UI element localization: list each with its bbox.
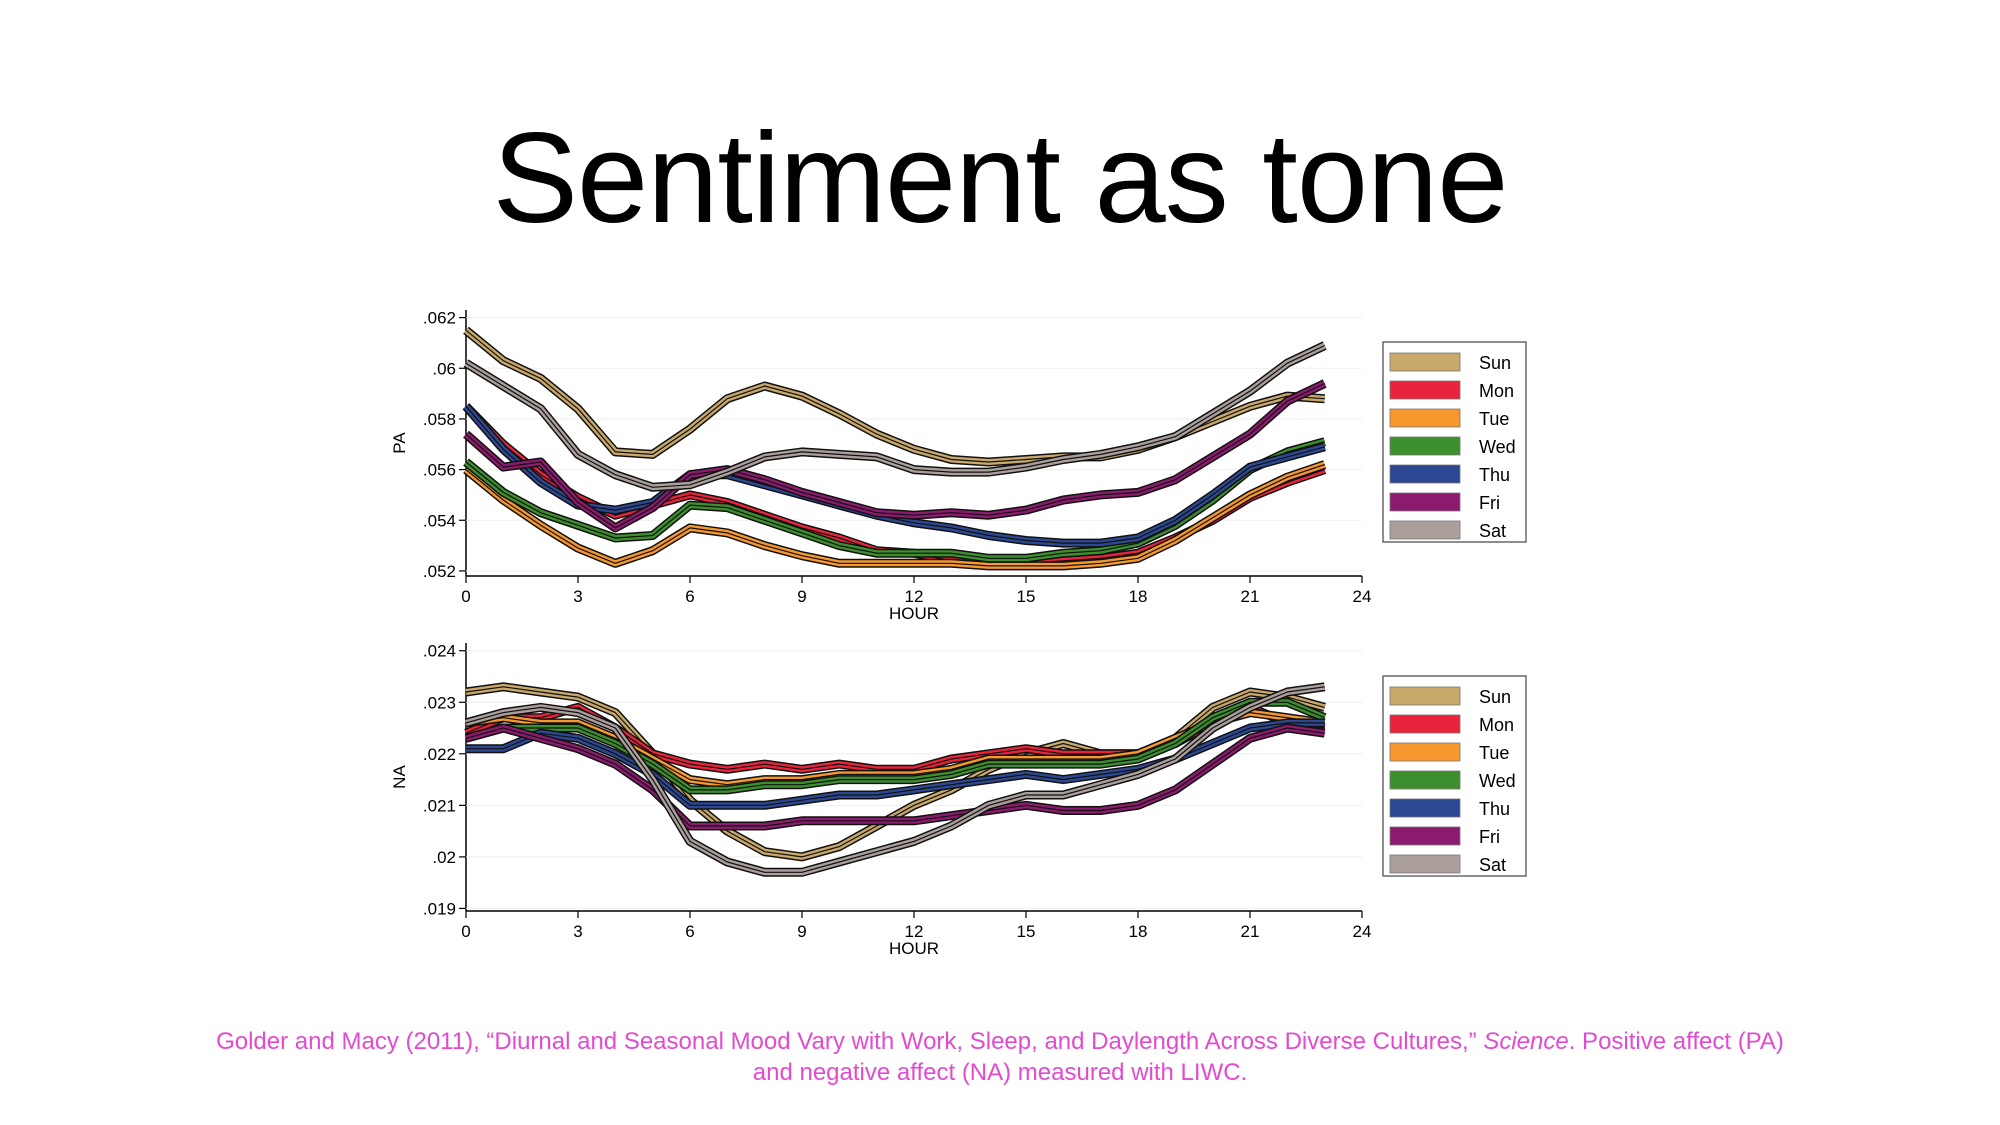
legend-label-fri: Fri: [1479, 827, 1500, 847]
legend-swatch-wed: [1389, 770, 1461, 790]
legend-label-thu: Thu: [1479, 799, 1510, 819]
legend-swatch-tue: [1389, 408, 1461, 428]
caption-text-2: . Positive affect (PA) and negative affe…: [752, 1028, 1784, 1086]
series-centerline: [465, 329, 1325, 463]
series-wed: [464, 697, 1327, 795]
legend-swatch-thu: [1389, 798, 1461, 818]
legend-swatch-sat: [1389, 854, 1461, 874]
legend-label-sat: Sat: [1479, 521, 1506, 541]
series-tue: [463, 460, 1327, 571]
legend-swatch-sat: [1389, 520, 1461, 540]
legend-label-thu: Thu: [1479, 465, 1510, 485]
y-tick-label: .019: [423, 899, 456, 918]
x-tick-label: 3: [573, 922, 582, 941]
series-centerline: [465, 344, 1325, 488]
y-tick-label: .023: [423, 693, 456, 712]
y-tick-label: .062: [423, 309, 456, 328]
x-tick-label: 24: [1353, 587, 1372, 606]
x-tick-label: 24: [1353, 922, 1372, 941]
series-centerline: [465, 463, 1325, 567]
legend-swatch-tue: [1389, 742, 1461, 762]
y-tick-label: .054: [423, 511, 456, 530]
x-axis-label: HOUR: [889, 604, 939, 623]
chart-1-na: .019 .02 .021 .022 .023 .024 0 3 6 9 12 15 18 21 24 HOU…: [390, 642, 1527, 958]
legend-swatch-thu: [1389, 464, 1461, 484]
legend-swatch-mon: [1389, 380, 1461, 400]
legend-swatch-wed: [1389, 436, 1461, 456]
legend-label-sat: Sat: [1479, 855, 1506, 875]
legend-label-wed: Wed: [1479, 771, 1516, 791]
legend-label-tue: Tue: [1479, 743, 1509, 763]
y-tick-label: .021: [423, 796, 456, 815]
caption-journal: Science: [1483, 1028, 1569, 1055]
series-centerline: [465, 701, 1325, 791]
legend: Sun Mon Tue Wed Thu Fri Sat: [1382, 341, 1527, 543]
y-tick-label: .052: [423, 562, 456, 581]
y-axis-label: NA: [390, 765, 409, 789]
series-centerline: [465, 405, 1325, 544]
x-tick-label: 9: [797, 922, 806, 941]
series-sat: [463, 341, 1327, 492]
y-axis-label: PA: [390, 432, 409, 454]
x-axis-label: HOUR: [889, 939, 939, 958]
legend-label-sun: Sun: [1479, 687, 1511, 707]
x-tick-label: 6: [685, 922, 694, 941]
y-tick-label: .056: [423, 461, 456, 480]
legend: Sun Mon Tue Wed Thu Fri Sat: [1382, 675, 1527, 877]
x-tick-label: 12: [905, 922, 924, 941]
legend-swatch-fri: [1389, 826, 1461, 846]
series-fri: [464, 723, 1326, 831]
y-tick-label: .024: [423, 642, 456, 661]
x-tick-label: 9: [797, 587, 806, 606]
legend-label-mon: Mon: [1479, 715, 1514, 735]
series-sun: [463, 326, 1326, 467]
legend-label-mon: Mon: [1479, 381, 1514, 401]
x-tick-label: 18: [1129, 587, 1148, 606]
series-thu: [462, 403, 1326, 548]
y-tick-label: .058: [423, 410, 456, 429]
citation-caption: Golder and Macy (2011), “Diurnal and Sea…: [200, 1026, 1800, 1088]
x-tick-label: 18: [1129, 922, 1148, 941]
x-tick-label: 15: [1017, 922, 1036, 941]
legend-swatch-fri: [1389, 492, 1461, 512]
x-tick-label: 0: [461, 587, 470, 606]
x-tick-label: 21: [1241, 922, 1260, 941]
legend-swatch-mon: [1389, 714, 1461, 734]
legend-label-sun: Sun: [1479, 353, 1511, 373]
chart-0-pa: .052 .054 .056 .058 .06 .062 0 3 6 9 12 15 18 21 24 HOU…: [390, 309, 1527, 623]
x-tick-label: 15: [1017, 587, 1036, 606]
y-tick-label: .022: [423, 745, 456, 764]
y-tick-label: .02: [432, 848, 456, 867]
legend-swatch-sun: [1389, 352, 1461, 372]
x-tick-label: 3: [573, 587, 582, 606]
x-tick-label: 0: [461, 922, 470, 941]
series-sat: [464, 682, 1326, 877]
series-centerline: [465, 382, 1325, 529]
legend-swatch-sun: [1389, 686, 1461, 706]
legend-label-wed: Wed: [1479, 437, 1516, 457]
legend-label-tue: Tue: [1479, 409, 1509, 429]
series-centerline: [465, 686, 1325, 873]
series-centerline: [465, 727, 1325, 827]
caption-text-1: Golder and Macy (2011), “Diurnal and Sea…: [216, 1028, 1484, 1055]
x-tick-label: 6: [685, 587, 694, 606]
legend-label-fri: Fri: [1479, 493, 1500, 513]
slide-title: Sentiment as tone: [492, 107, 1509, 250]
series-fri: [463, 379, 1327, 533]
x-tick-label: 12: [905, 587, 924, 606]
x-tick-label: 21: [1241, 587, 1260, 606]
y-tick-label: .06: [432, 359, 456, 378]
